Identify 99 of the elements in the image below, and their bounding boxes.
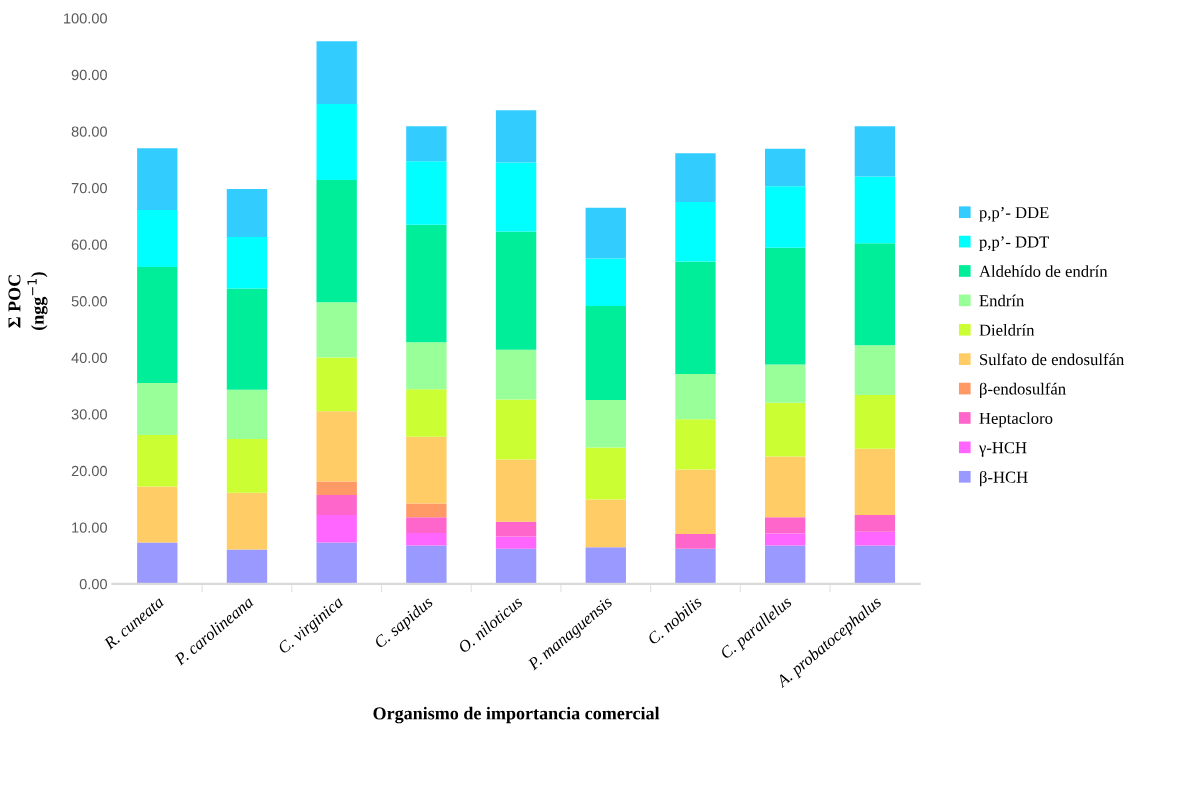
bar (226, 492, 268, 550)
bar (495, 349, 537, 400)
y-tick-label: 40.00 (71, 352, 107, 364)
bar (854, 345, 896, 395)
bar (406, 545, 447, 584)
bar (406, 503, 447, 518)
bar (764, 545, 806, 584)
legend-label: β-endosulfán (980, 382, 1066, 398)
bar (137, 486, 178, 543)
bar (406, 161, 447, 225)
bar (854, 545, 896, 584)
bar (675, 153, 716, 202)
bar (764, 456, 806, 518)
bar (406, 389, 447, 437)
bar (585, 207, 626, 259)
bar (226, 389, 268, 440)
y-tick-label: 30.00 (71, 409, 107, 420)
bar (406, 126, 447, 162)
x-axis-title: Organismo de importancia comercial (373, 706, 660, 724)
bar (675, 202, 716, 262)
bar (406, 532, 447, 546)
bar (854, 126, 896, 177)
bar (675, 469, 716, 535)
bar (854, 531, 896, 546)
bar (316, 481, 357, 496)
bar (316, 41, 357, 105)
bar (495, 536, 537, 549)
bar (316, 302, 357, 358)
legend-label: Dieldrín (979, 323, 1035, 336)
bar (137, 267, 178, 384)
legend-label: p,p’- DDE (979, 206, 1049, 222)
bar (495, 459, 537, 522)
bar (316, 495, 357, 515)
legend-label: Aldehído de endrín (979, 265, 1108, 277)
legend-label: Endrín (979, 294, 1025, 307)
bar (137, 435, 178, 487)
bar (764, 247, 806, 365)
legend-label: β-HCH (980, 470, 1028, 487)
bar (854, 514, 896, 532)
legend-label: γ-HCH (978, 442, 1027, 457)
y-tick-label: 60.00 (71, 239, 107, 250)
bar (495, 521, 537, 537)
y-tick-label: 10.00 (72, 522, 107, 533)
bar (764, 186, 806, 248)
bar (764, 533, 806, 546)
bar (675, 419, 716, 470)
bar (675, 534, 716, 549)
bar (137, 542, 178, 584)
bar (764, 517, 806, 534)
bar (226, 188, 268, 238)
bar (316, 542, 357, 584)
bar (226, 549, 268, 584)
bar (316, 357, 357, 412)
bar (406, 517, 447, 533)
bar (495, 162, 537, 232)
bar (854, 243, 896, 346)
bar (495, 548, 537, 584)
bar (406, 224, 447, 343)
y-tick-label: 20.00 (71, 465, 107, 477)
bar (675, 374, 716, 420)
bar (585, 400, 626, 448)
bar (316, 179, 357, 303)
bar (764, 148, 806, 187)
legend-label: p,p’- DDT (979, 236, 1050, 251)
legend-label: Heptacloro (979, 412, 1053, 428)
y-tick-label: 100.00 (64, 13, 107, 24)
bar (495, 399, 537, 460)
bar (495, 110, 537, 163)
bar (316, 104, 357, 180)
bar (406, 342, 447, 390)
y-tick-label: 90.00 (71, 69, 107, 81)
bar (585, 547, 626, 584)
bar (854, 448, 896, 515)
bar (316, 514, 357, 543)
bar (137, 148, 178, 210)
bar (764, 402, 806, 457)
y-tick-label: 70.00 (71, 182, 107, 194)
legend-label: Sulfato de endosulfán (980, 353, 1125, 366)
bar (406, 436, 447, 504)
bar (226, 237, 268, 289)
bar (854, 394, 896, 449)
bar (137, 383, 178, 436)
bar (585, 306, 626, 401)
y-tick-label: 80.00 (71, 126, 107, 137)
bar (854, 176, 896, 244)
bar (585, 447, 626, 500)
bar (226, 439, 268, 493)
bar (675, 548, 716, 584)
bar (585, 499, 626, 548)
bar (495, 231, 537, 350)
y-axis-title: Σ POC (ngg$^{−1}$) (8, 272, 48, 331)
bar (137, 209, 178, 268)
y-tick-label: 0.00 (79, 579, 107, 590)
bar (585, 258, 626, 307)
bar (226, 288, 268, 390)
bar (764, 364, 806, 403)
bar (316, 411, 357, 482)
bar (675, 261, 716, 374)
y-tick-label: 50.00 (71, 296, 107, 307)
